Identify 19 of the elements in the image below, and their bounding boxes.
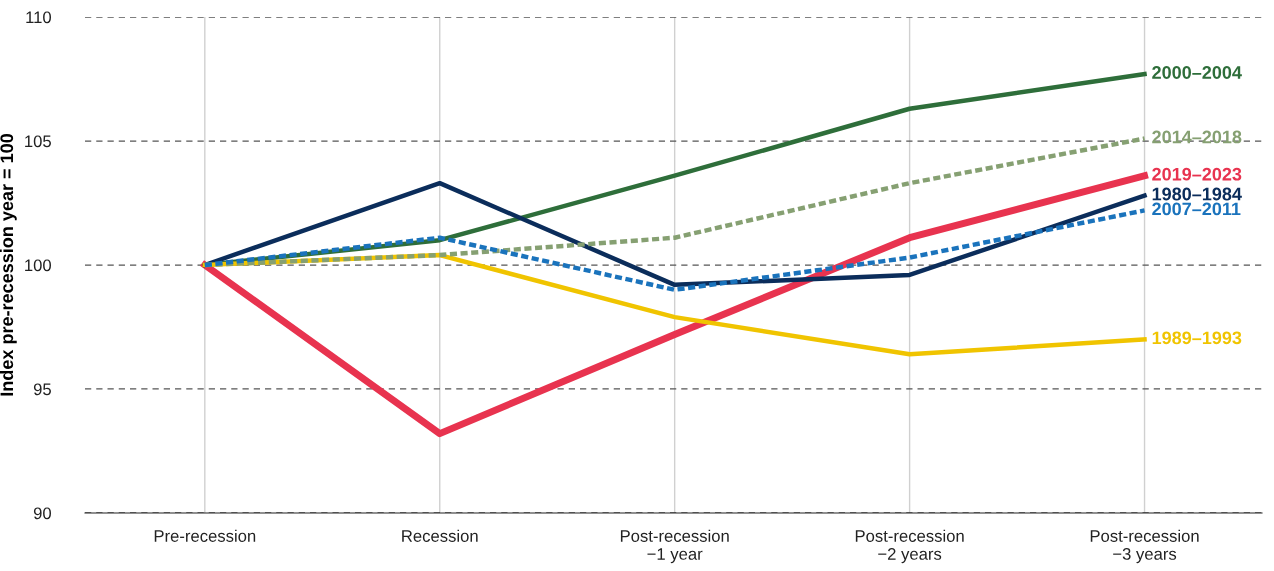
line-series — [202, 180, 1147, 288]
y-tick-label: 90 — [33, 507, 52, 520]
series-label: 2019–2023 — [1152, 167, 1242, 181]
x-tick-label: Pre-recession — [154, 529, 256, 542]
series-label: 1989–1993 — [1152, 331, 1242, 345]
x-tick-label: Recession — [402, 529, 478, 542]
series-label: 1980–1984 — [1152, 187, 1242, 201]
y-tick-label: 105 — [25, 135, 51, 148]
x-tick-label: Post-recession −3 years — [1090, 529, 1199, 564]
series-label: 2000–2004 — [1152, 66, 1242, 79]
y-tick-label: 95 — [33, 383, 51, 396]
y-tick-label: 110 — [26, 11, 52, 24]
y-axis-title: Index pre-recession year = 100 — [0, 134, 17, 396]
x-tick-label: Post-recession −1 year — [620, 529, 729, 564]
series-label: 2007–2011 — [1152, 202, 1241, 216]
line-series — [202, 208, 1147, 293]
x-tick-label: Post-recession −2 years — [855, 529, 964, 564]
series-label: 2014–2018 — [1152, 130, 1242, 144]
y-tick-label: 100 — [25, 259, 52, 272]
